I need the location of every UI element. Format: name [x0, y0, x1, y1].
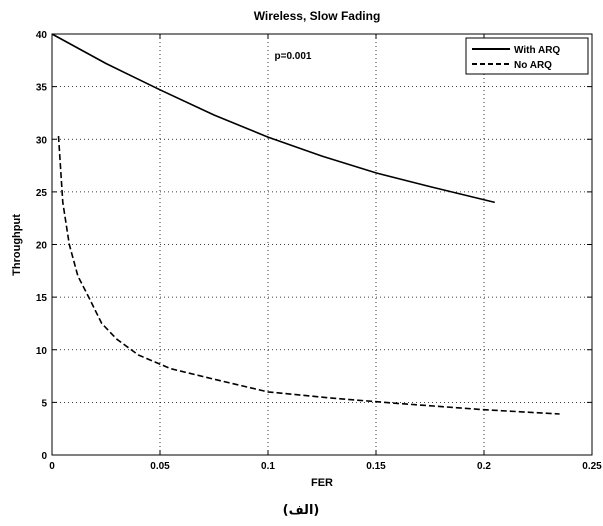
x-tick-label: 0.05 [150, 461, 170, 472]
axis-ticks: 0 0.05 0.1 0.15 0.2 0.25 0 5 10 15 20 25 30 35 40 [36, 30, 602, 472]
plot-area [51, 33, 593, 456]
y-tick-label: 30 [36, 135, 48, 146]
legend: With ARQ No ARQ [465, 37, 589, 75]
x-tick-label: 0.15 [366, 461, 386, 472]
y-tick-label: 20 [36, 241, 48, 252]
chart-title: Wireless, Slow Fading [254, 9, 381, 23]
y-tick-label: 10 [36, 346, 48, 357]
x-axis-label: FER [311, 477, 333, 489]
y-axis-label: Throughput [11, 214, 23, 276]
y-tick-label: 15 [36, 293, 48, 304]
x-tick-label: 0.25 [582, 461, 602, 472]
legend-label-with-arq: With ARQ [514, 45, 560, 56]
y-tick-label: 5 [41, 398, 47, 409]
x-tick-label: 0.1 [261, 461, 275, 472]
x-tick-label: 0 [49, 461, 55, 472]
y-tick-label: 0 [41, 451, 47, 462]
series-layer [51, 33, 560, 415]
legend-box [465, 37, 589, 75]
series-line-with-arq [51, 33, 495, 204]
annotation-p-value: p=0.001 [275, 51, 312, 62]
y-tick-label: 35 [36, 83, 48, 94]
y-tick-label: 25 [36, 188, 48, 199]
y-tick-label: 40 [36, 30, 48, 41]
legend-label-no-arq: No ARQ [514, 60, 552, 71]
figure-caption: (الف) [283, 503, 320, 518]
x-tick-label: 0.2 [477, 461, 491, 472]
series-line-no-arq [57, 136, 560, 415]
